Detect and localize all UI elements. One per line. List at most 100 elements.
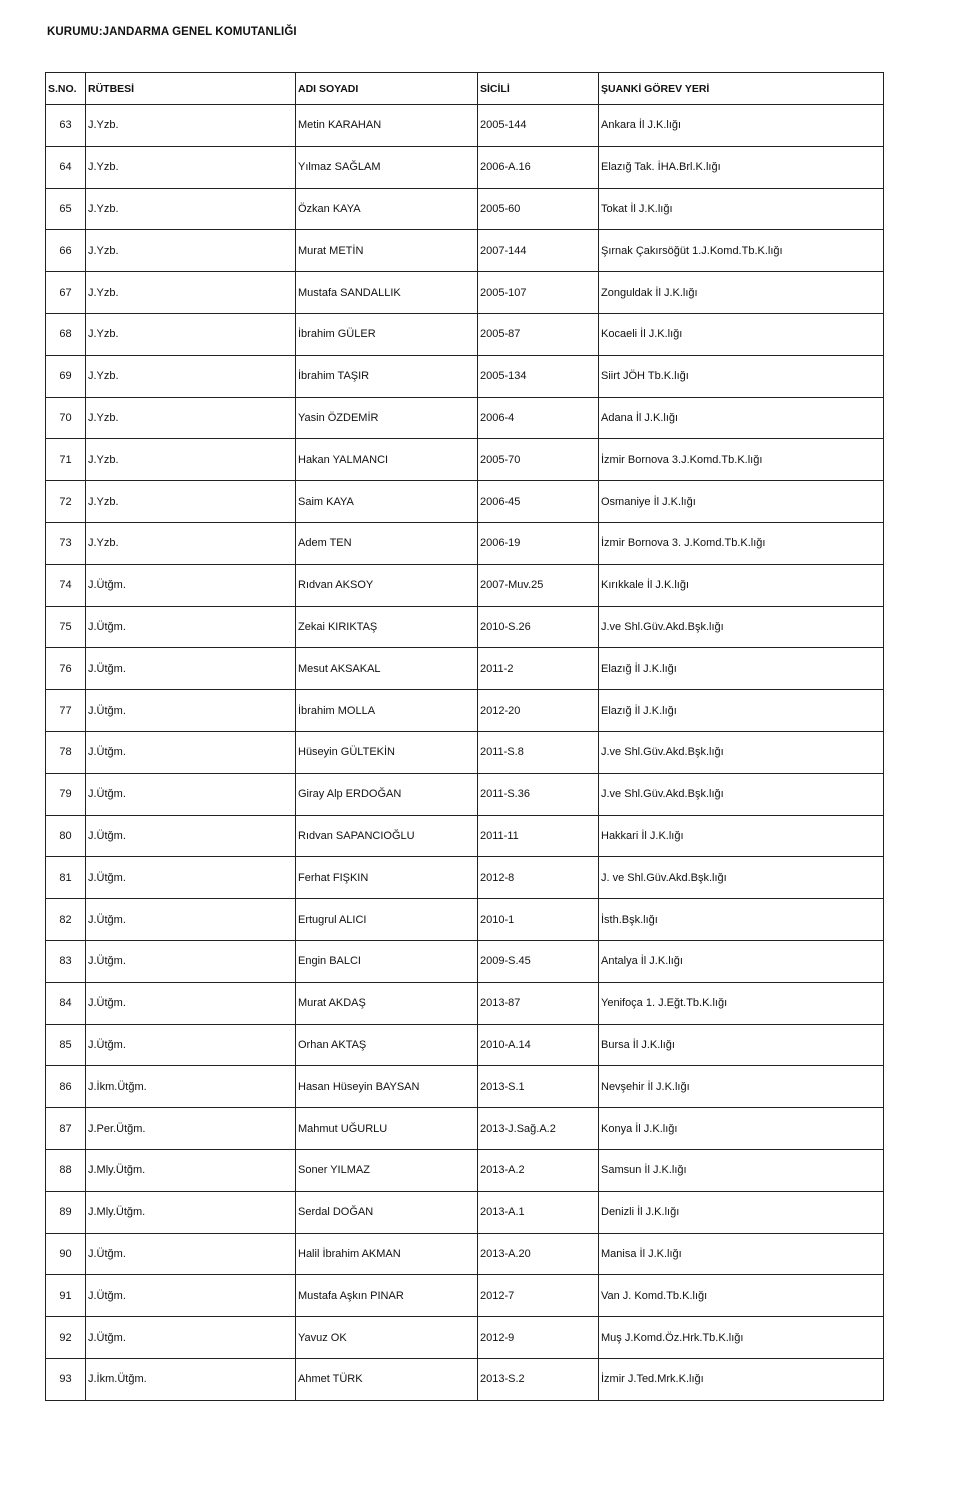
cell-registry: 2010-1 [477, 898, 599, 941]
cell-duty-station: J.ve Shl.Güv.Akd.Bşk.lığı [598, 772, 884, 816]
cell-sno: 89 [45, 1190, 86, 1234]
cell-rank: J.Mly.Ütğm. [85, 1190, 296, 1234]
cell-rank: J.Ütğm. [85, 1023, 296, 1067]
cell-duty-station: Antalya İl J.K.lığı [598, 939, 884, 983]
cell-rank: J.Yzb. [85, 312, 296, 356]
institution-title: KURUMU:JANDARMA GENEL KOMUTANLIĞI [47, 26, 297, 38]
cell-sno: 92 [45, 1316, 86, 1359]
cell-rank: J.Ütğm. [85, 605, 296, 649]
cell-duty-station: Elazığ İl J.K.lığı [598, 689, 884, 732]
cell-name: Adem TEN [295, 521, 478, 565]
cell-name: Giray Alp ERDOĞAN [295, 772, 478, 816]
cell-rank: J.Yzb. [85, 480, 296, 523]
table-row: 82 J.Ütğm. Ertugrul ALICI 2010-1 İsth.Bşk.lı… [45, 898, 884, 941]
cell-registry: 2006-A.16 [477, 145, 599, 189]
cell-rank: J.Ütğm. [85, 898, 296, 941]
cell-duty-station: Siirt JÖH Tb.K.lığı [598, 354, 884, 398]
cell-rank: J.Yzb. [85, 521, 296, 565]
cell-sno: 77 [45, 689, 86, 732]
table-row: 65 J.Yzb. Özkan KAYA 2005-60 Tokat İl J.K.lı… [45, 187, 884, 231]
cell-registry: 2009-S.45 [477, 939, 599, 983]
cell-duty-station: Konya İl J.K.lığı [598, 1107, 884, 1150]
cell-registry: 2013-87 [477, 981, 599, 1025]
cell-name: Yasin ÖZDEMİR [295, 396, 478, 440]
cell-rank: J.İkm.Ütğm. [85, 1357, 296, 1401]
cell-rank: J.Yzb. [85, 187, 296, 231]
cell-name: Halil İbrahim AKMAN [295, 1232, 478, 1276]
cell-sno: 76 [45, 647, 86, 691]
cell-sno: 75 [45, 605, 86, 649]
cell-rank: J.Ütğm. [85, 730, 296, 774]
cell-duty-station: J. ve Shl.Güv.Akd.Bşk.lığı [598, 856, 884, 900]
cell-sno: 68 [45, 312, 86, 356]
cell-name: Hasan Hüseyin BAYSAN [295, 1065, 478, 1109]
cell-registry: 2013-S.2 [477, 1357, 599, 1401]
cell-rank: J.Ütğm. [85, 563, 296, 607]
cell-sno: 86 [45, 1065, 86, 1109]
cell-duty-station: Kocaeli İl J.K.lığı [598, 312, 884, 356]
cell-registry: 2011-S.36 [477, 772, 599, 816]
cell-duty-station: Hakkari İl J.K.lığı [598, 814, 884, 858]
cell-duty-station: Bursa İl J.K.lığı [598, 1023, 884, 1067]
cell-rank: J.Yzb. [85, 229, 296, 273]
cell-name: Mustafa Aşkın PINAR [295, 1274, 478, 1318]
cell-duty-station: Kırıkkale İl J.K.lığı [598, 563, 884, 607]
cell-registry: 2005-70 [477, 438, 599, 482]
cell-sno: 88 [45, 1148, 86, 1192]
cell-registry: 2010-A.14 [477, 1023, 599, 1067]
cell-sno: 80 [45, 814, 86, 858]
cell-name: Zekai KIRIKTAŞ [295, 605, 478, 649]
table-row: 83 J.Ütğm. Engin BALCI 2009-S.45 Antalya İl … [45, 939, 884, 983]
cell-duty-station: Manisa İl J.K.lığı [598, 1232, 884, 1276]
cell-duty-station: İzmir J.Ted.Mrk.K.lığı [598, 1357, 884, 1401]
cell-registry: 2005-144 [477, 104, 599, 147]
cell-registry: 2007-Muv.25 [477, 563, 599, 607]
cell-name: Ahmet TÜRK [295, 1357, 478, 1401]
cell-duty-station: Nevşehir İl J.K.lığı [598, 1065, 884, 1109]
table-row: 69 J.Yzb. İbrahim TAŞIR 2005-134 Siirt JÖH T… [45, 354, 884, 398]
cell-duty-station: Zonguldak İl J.K.lığı [598, 271, 884, 314]
cell-registry: 2012-20 [477, 689, 599, 732]
cell-registry: 2011-S.8 [477, 730, 599, 774]
cell-duty-station: Van J. Komd.Tb.K.lığı [598, 1274, 884, 1318]
cell-rank: J.Yzb. [85, 145, 296, 189]
table-row: 72 J.Yzb. Saim KAYA 2006-45 Osmaniye İl J.K.… [45, 480, 884, 523]
cell-sno: 84 [45, 981, 86, 1025]
table-row: 66 J.Yzb. Murat METİN 2007-144 Şırnak Çakırs… [45, 229, 884, 273]
cell-name: İbrahim GÜLER [295, 312, 478, 356]
cell-rank: J.Ütğm. [85, 1274, 296, 1318]
cell-rank: J.Mly.Ütğm. [85, 1148, 296, 1192]
table-row: 64 J.Yzb. Yılmaz SAĞLAM 2006-A.16 Elazığ Tak… [45, 145, 884, 189]
cell-duty-station: J.ve Shl.Güv.Akd.Bşk.lığı [598, 730, 884, 774]
cell-duty-station: Ankara İl J.K.lığı [598, 104, 884, 147]
cell-sno: 66 [45, 229, 86, 273]
cell-rank: J.Ütğm. [85, 939, 296, 983]
cell-sno: 83 [45, 939, 86, 983]
table-row: 92 J.Ütğm. Yavuz OK 2012-9 Muş J.Komd.Öz.Hrk… [45, 1316, 884, 1359]
cell-rank: J.Yzb. [85, 354, 296, 398]
cell-sno: 69 [45, 354, 86, 398]
cell-rank: J.Yzb. [85, 396, 296, 440]
cell-rank: J.Ütğm. [85, 689, 296, 732]
cell-sno: 74 [45, 563, 86, 607]
cell-rank: J.Ütğm. [85, 856, 296, 900]
cell-name: Serdal DOĞAN [295, 1190, 478, 1234]
cell-registry: 2013-S.1 [477, 1065, 599, 1109]
table-row: 81 J.Ütğm. Ferhat FIŞKIN 2012-8 J. ve Shl.Gü… [45, 856, 884, 900]
table-row: 84 J.Ütğm. Murat AKDAŞ 2013-87 Yenifoça 1. J… [45, 981, 884, 1025]
cell-name: Rıdvan AKSOY [295, 563, 478, 607]
table-row: 88 J.Mly.Ütğm. Soner YILMAZ 2013-A.2 Samsun … [45, 1148, 884, 1192]
table-row: 67 J.Yzb. Mustafa SANDALLIK 2005-107 Zonguld… [45, 271, 884, 314]
table-row: 79 J.Ütğm. Giray Alp ERDOĞAN 2011-S.36 J.ve … [45, 772, 884, 816]
cell-rank: J.Ütğm. [85, 647, 296, 691]
header-duty-station: ŞUANKİ GÖREV YERİ [598, 72, 884, 105]
cell-duty-station: İzmir Bornova 3.J.Komd.Tb.K.lığı [598, 438, 884, 482]
cell-name: Ferhat FIŞKIN [295, 856, 478, 900]
cell-rank: J.Yzb. [85, 271, 296, 314]
cell-duty-station: Samsun İl J.K.lığı [598, 1148, 884, 1192]
cell-name: Murat METİN [295, 229, 478, 273]
table-row: 93 J.İkm.Ütğm. Ahmet TÜRK 2013-S.2 İzmir J.T… [45, 1357, 884, 1401]
cell-name: Metin KARAHAN [295, 104, 478, 147]
table-row: 76 J.Ütğm. Mesut AKSAKAL 2011-2 Elazığ İl J.… [45, 647, 884, 691]
cell-name: Mahmut UĞURLU [295, 1107, 478, 1150]
